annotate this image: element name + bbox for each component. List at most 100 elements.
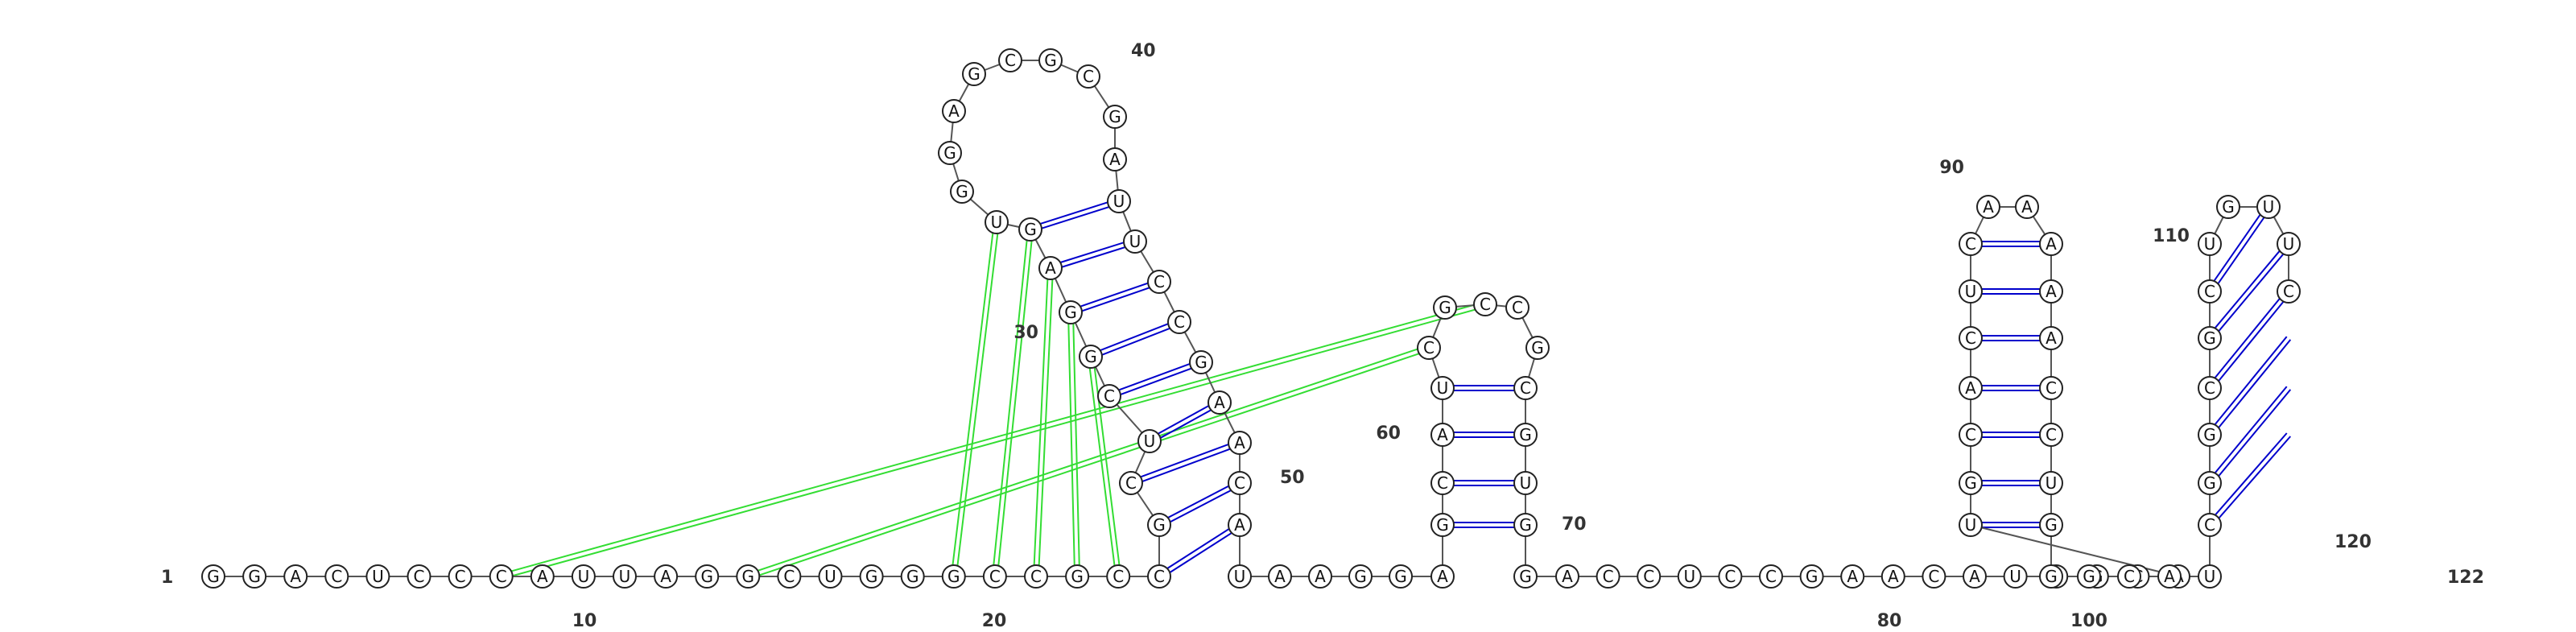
svg-text:A: A (1888, 567, 1899, 586)
base-pair-line (1109, 363, 1203, 399)
nucleotide: G (1348, 564, 1373, 589)
nucleotide: G (2198, 326, 2222, 350)
nucleotide: G (1079, 345, 1103, 369)
svg-text:A: A (1109, 150, 1121, 169)
nucleotide: C (324, 564, 349, 589)
nucleotide: G (1525, 336, 1550, 360)
svg-text:C: C (989, 567, 1001, 586)
svg-text:C: C (1125, 473, 1137, 493)
svg-text:C: C (414, 567, 425, 586)
svg-text:C: C (1437, 473, 1448, 493)
svg-text:C: C (1154, 567, 1165, 586)
svg-text:G: G (1436, 515, 1449, 535)
base-pair-line (1069, 279, 1159, 312)
nucleotide: G (1389, 564, 1413, 589)
svg-text:G: G (1531, 338, 1544, 357)
pseudoknot-pair-line (991, 229, 1030, 576)
svg-text:G: G (2083, 567, 2095, 586)
nucleotide: C (1430, 471, 1455, 495)
svg-text:G: G (1806, 567, 1818, 586)
svg-text:C: C (455, 567, 466, 586)
svg-text:U: U (2283, 234, 2295, 254)
svg-text:C: C (1928, 567, 1939, 586)
svg-text:U: U (991, 213, 1003, 232)
position-label-10: 10 (572, 611, 597, 631)
nucleotide: U (1137, 429, 1162, 453)
svg-text:U: U (372, 567, 384, 586)
base-pair-line (2207, 432, 2288, 524)
svg-text:G: G (2203, 328, 2216, 348)
nucleotide: U (1123, 229, 1147, 254)
svg-text:C: C (496, 567, 507, 586)
svg-text:A: A (1983, 197, 1994, 217)
pseudoknot-pair-line (747, 345, 1429, 576)
position-label-1: 1 (161, 568, 173, 588)
nucleotide: U (1228, 564, 1252, 589)
svg-text:C: C (1965, 234, 1976, 254)
nucleotide: U (1959, 279, 1983, 304)
nucleotide: C (1106, 564, 1131, 589)
base-pair-line (1131, 444, 1241, 486)
nucleotide: G (1430, 513, 1455, 537)
nucleotide: G (938, 141, 962, 165)
pseudoknot-pair-line (1067, 312, 1076, 577)
svg-text:A: A (948, 101, 960, 121)
svg-text:G: G (1153, 515, 1166, 535)
svg-text:G: G (1964, 473, 1977, 493)
svg-text:G: G (1519, 567, 1532, 586)
nucleotide: C (2198, 376, 2222, 400)
svg-text:A: A (2021, 197, 2033, 217)
svg-text:G: G (1084, 347, 1097, 366)
nucleotide: U (818, 564, 843, 589)
nucleotide: A (1430, 423, 1455, 447)
position-label-60: 60 (1376, 423, 1401, 444)
nucleotide: G (941, 564, 966, 589)
svg-text:A: A (1969, 567, 1980, 586)
svg-text:C: C (1724, 567, 1736, 586)
svg-text:A: A (537, 567, 548, 586)
position-label-20: 20 (982, 611, 1007, 631)
svg-text:G: G (2045, 567, 2058, 586)
nucleotide: A (2039, 232, 2063, 256)
nucleotide: U (2198, 232, 2222, 256)
nucleotide: C (1505, 295, 1530, 320)
svg-text:G: G (1394, 567, 1407, 586)
base-pair-line (2207, 289, 2288, 387)
nucleotide: C (407, 564, 431, 589)
base-pair-line (1157, 522, 1239, 576)
backbone (213, 60, 2289, 577)
svg-text:U: U (2009, 567, 2021, 586)
nucleotide: A (1840, 564, 1865, 589)
nucleotide: C (998, 48, 1022, 72)
svg-text:G: G (947, 567, 960, 586)
nucleotide: C (1076, 64, 1100, 89)
svg-text:G: G (1195, 353, 1208, 372)
nucleotide: U (365, 564, 390, 589)
svg-text:C: C (1113, 567, 1124, 586)
svg-text:C: C (1480, 295, 1491, 314)
nucleotide: G (1513, 423, 1538, 447)
position-label-110: 110 (2153, 226, 2190, 246)
nucleotide: C (1959, 326, 1983, 350)
svg-text:A: A (1847, 567, 1858, 586)
svg-text:A: A (2046, 282, 2057, 301)
svg-text:G: G (1108, 107, 1121, 126)
svg-text:G: G (865, 567, 878, 586)
svg-text:C: C (1965, 425, 1976, 444)
position-label-90: 90 (1939, 158, 1964, 178)
nucleotide: A (1963, 564, 1987, 589)
svg-text:C: C (1423, 338, 1435, 357)
nucleotide: G (1018, 217, 1042, 242)
nucleotide: C (1119, 471, 1143, 495)
svg-text:G: G (1024, 220, 1037, 239)
svg-text:A: A (2164, 567, 2175, 586)
nucleotide: G (1059, 300, 1083, 324)
svg-text:G: G (2203, 425, 2216, 444)
nucleotide: C (982, 564, 1007, 589)
nucleotide: A (1228, 513, 1252, 537)
nucleotide: A (942, 99, 966, 123)
svg-text:G: G (1044, 51, 1057, 70)
svg-text:G: G (906, 567, 919, 586)
nucleotide: C (2039, 423, 2063, 447)
